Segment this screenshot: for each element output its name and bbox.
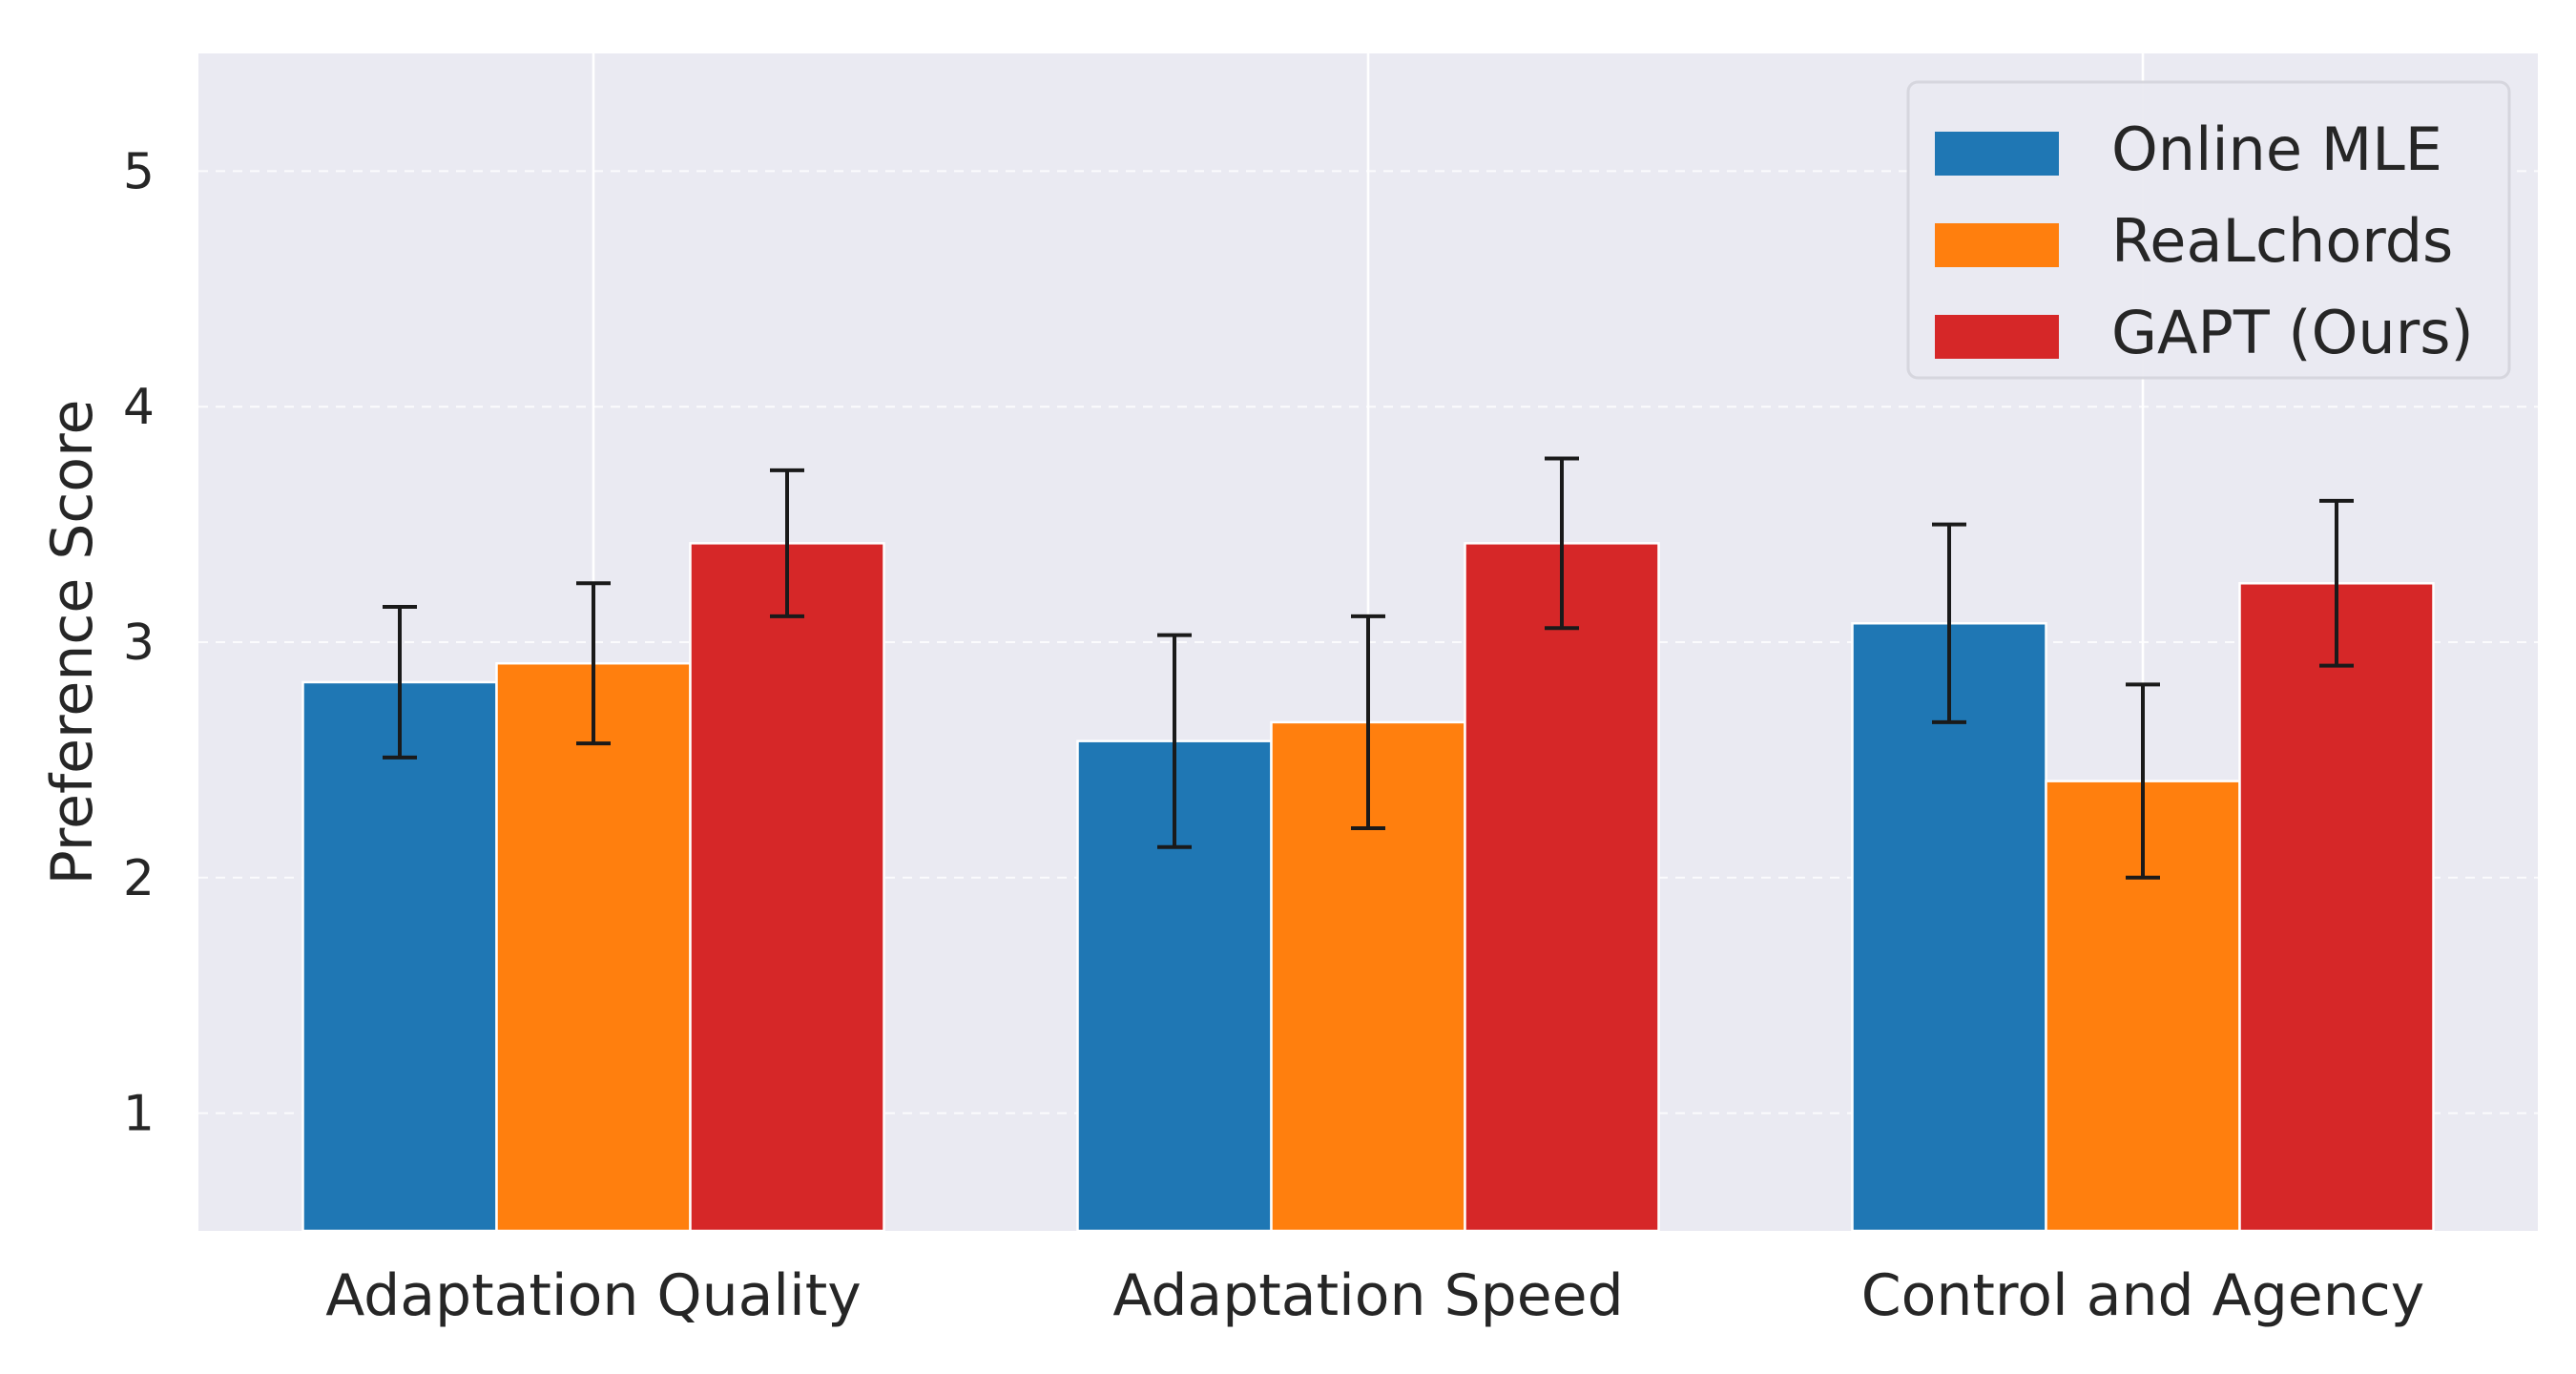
y-tick-label: 4 [123, 379, 155, 436]
y-tick-label: 3 [123, 614, 155, 672]
x-tick-labels: Adaptation Quality Adaptation Speed Contro… [325, 1262, 2424, 1329]
x-tick-label: Control and Agency [1861, 1262, 2424, 1329]
bar [2238, 582, 2435, 1233]
legend-label: ReaLchords [2111, 206, 2453, 276]
bar [1464, 542, 1660, 1233]
legend-label: Online MLE [2111, 114, 2442, 184]
legend: Online MLE ReaLchords GAPT (Ours) [1906, 80, 2511, 380]
y-tick-label: 2 [123, 850, 155, 907]
y-tick-labels: 1 2 3 4 5 [123, 143, 155, 1142]
error-bars [383, 456, 2354, 880]
y-tick-label: 1 [123, 1086, 155, 1143]
bars [301, 542, 2435, 1233]
bar [301, 680, 498, 1233]
y-axis-label: Preference Score [39, 400, 106, 885]
legend-swatch [1935, 132, 2059, 176]
legend-label: GAPT (Ours) [2111, 298, 2474, 367]
bar [495, 661, 692, 1233]
bar [689, 542, 885, 1233]
legend-swatch [1935, 315, 2059, 359]
legend-swatch [1935, 223, 2059, 267]
y-tick-label: 5 [123, 143, 155, 200]
x-tick-label: Adaptation Speed [1112, 1262, 1623, 1329]
x-tick-label: Adaptation Quality [325, 1262, 862, 1329]
